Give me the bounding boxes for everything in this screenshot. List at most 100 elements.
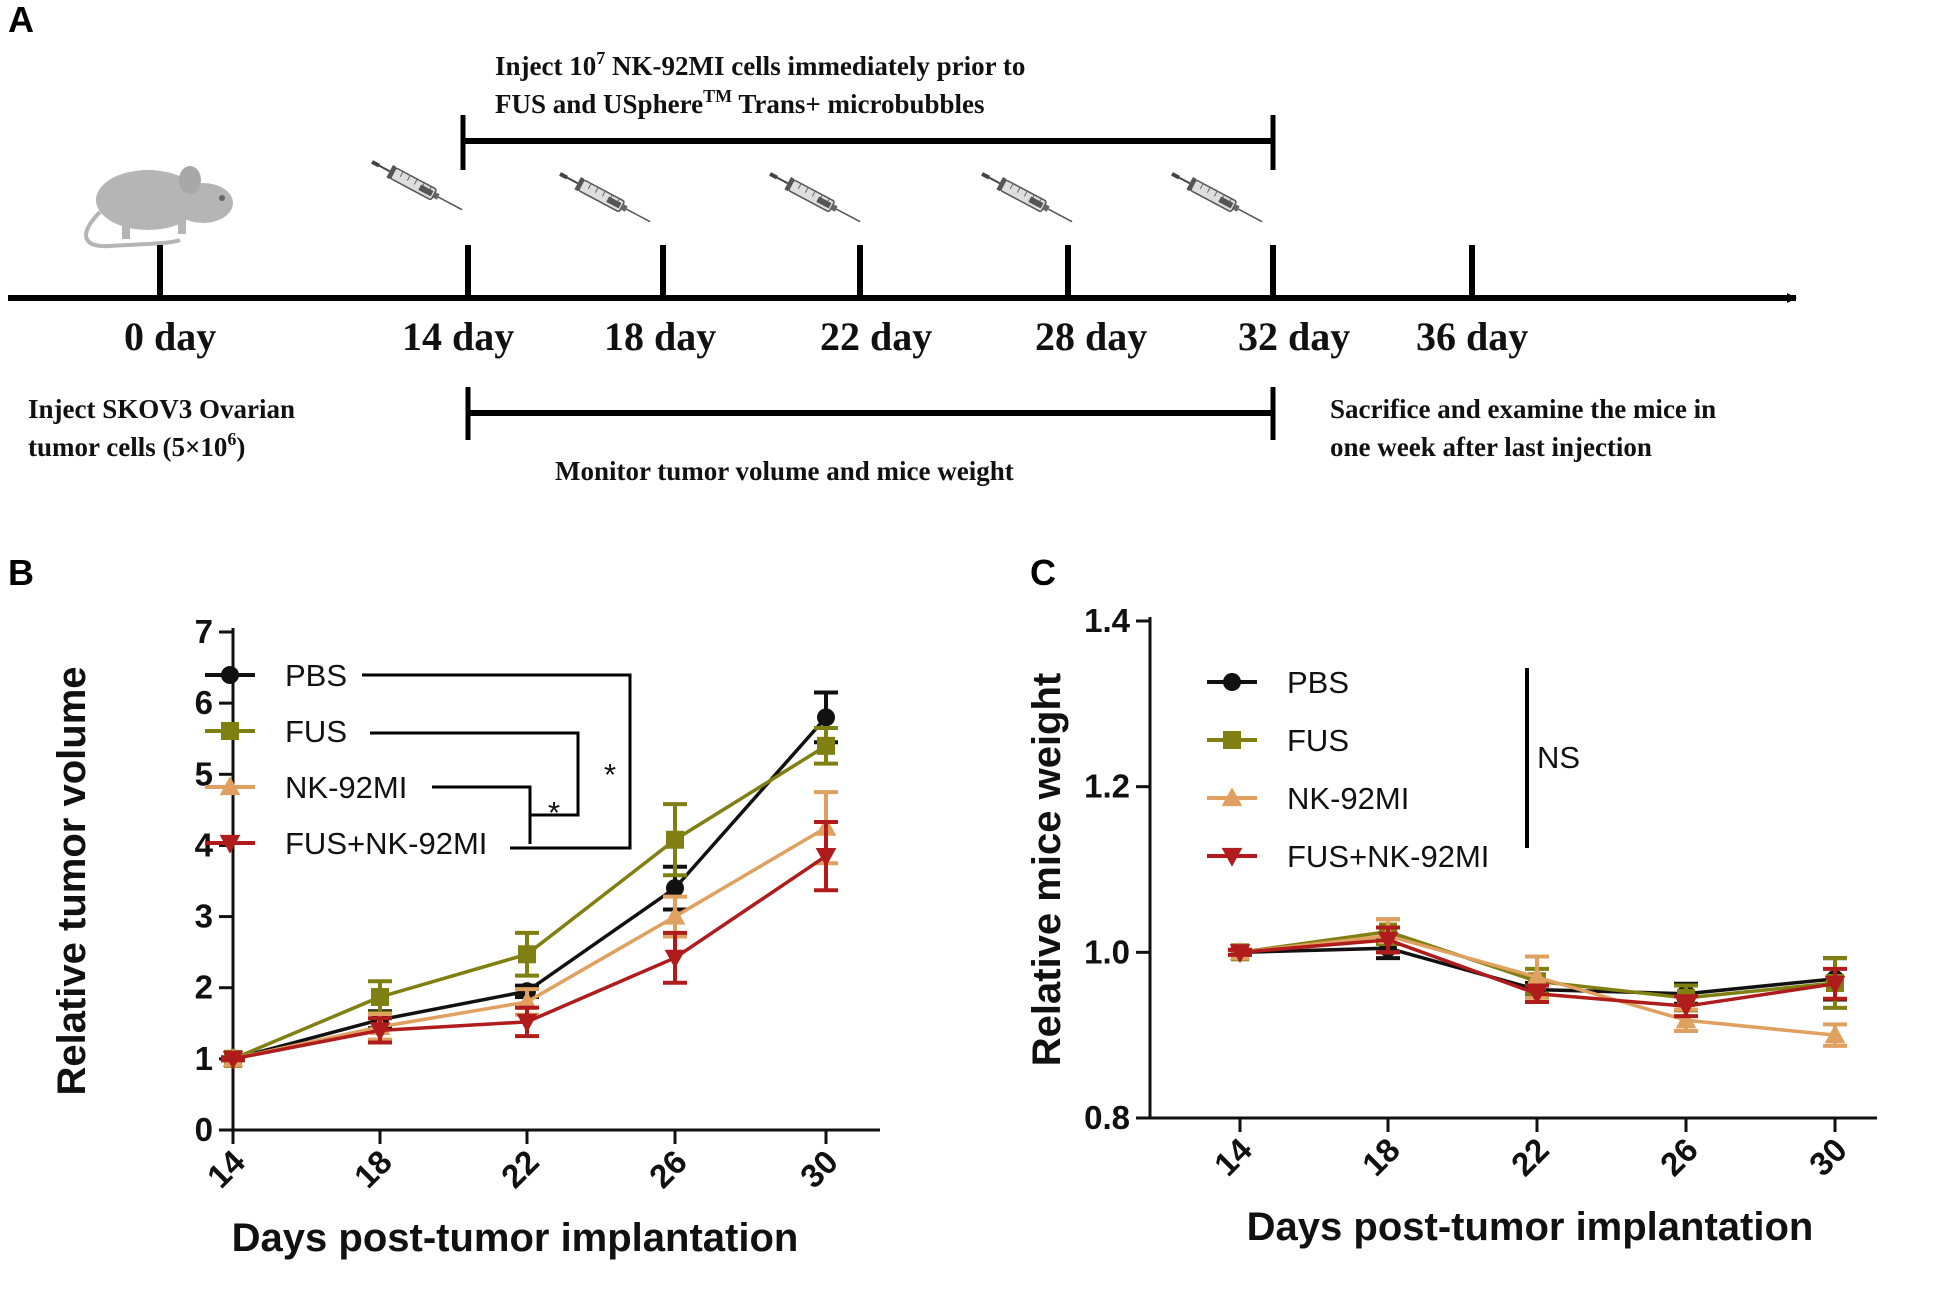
marker-triangle-up (516, 991, 538, 1011)
day-label: 36 day (1416, 314, 1528, 359)
legend-label: NK-92MI (285, 770, 407, 805)
legend-label: FUS (1287, 723, 1349, 758)
marker-triangle-down (1377, 931, 1399, 951)
bracket-nk (432, 785, 532, 844)
series-fus-nk-92mi (1228, 925, 1847, 1019)
marker-triangle-up (1824, 1024, 1846, 1044)
marker-triangle-down (516, 1013, 538, 1033)
marker-triangle-up (1675, 1009, 1697, 1029)
legend-label: FUS+NK-92MI (1287, 839, 1489, 874)
panel-label-a: A (8, 0, 34, 40)
x-tick-label: 18 (1355, 1131, 1407, 1183)
top-note-line1: Inject 107 NK-92MI cells immediately pri… (495, 48, 1025, 81)
y-tick-label: 4 (195, 826, 214, 863)
y-axis-title: Relative mice weight (1025, 673, 1069, 1066)
timeline-day-labels: 0 day 14 day 18 day 22 day 28 day 32 day… (124, 314, 1528, 359)
legend-label: PBS (285, 658, 347, 693)
mouse-icon (84, 166, 233, 249)
marker-square (518, 945, 536, 964)
x-tick-label: 14 (1207, 1130, 1260, 1183)
day-label: 32 day (1238, 314, 1350, 359)
day-label: 18 day (604, 314, 716, 359)
panel-label-b: B (8, 552, 34, 593)
bottom-bracket (465, 387, 1276, 440)
x-tick-label: 30 (1802, 1131, 1854, 1183)
y-tick-label: 0 (195, 1111, 213, 1148)
syringe-icon (367, 154, 467, 217)
series-nk-92mi (1228, 917, 1847, 1048)
y-tick-label: 3 (195, 898, 213, 935)
x-tick-label: 30 (793, 1143, 845, 1195)
day-label: 0 day (124, 314, 216, 359)
x-tick-label: 18 (347, 1143, 399, 1195)
bracket-pbs (362, 673, 632, 850)
y-tick-label: 1.2 (1084, 768, 1130, 805)
chart-tumor-volume: 0 1 2 3 4 5 6 7 14 18 22 26 30 Relative tumor volume D… (50, 613, 880, 1260)
marker-triangle-up (219, 776, 241, 796)
marker-triangle-down (1824, 975, 1846, 995)
x-tick-label: 26 (1653, 1131, 1705, 1183)
marker-triangle-down (664, 949, 686, 969)
y-tick-label: 5 (195, 755, 213, 792)
marker-triangle-down (369, 1022, 391, 1042)
x-tick-label: 22 (494, 1143, 546, 1195)
marker-triangle-down (219, 834, 241, 854)
right-note-line2: one week after last injection (1330, 432, 1652, 462)
marker-triangle-down (815, 848, 837, 867)
legend-label: NK-92MI (1287, 781, 1409, 816)
marker-circle (1223, 673, 1241, 691)
syringe-icon (977, 166, 1077, 229)
x-tick-label: 14 (200, 1142, 253, 1195)
legend-label: FUS+NK-92MI (285, 826, 487, 861)
significance-star: * (548, 795, 560, 830)
y-tick-label: 1 (195, 1040, 213, 1077)
top-note-line2: FUS and USphereTM Trans+ microbubbles (495, 86, 985, 119)
y-tick-label: 6 (195, 684, 213, 721)
marker-triangle-down (1526, 985, 1548, 1005)
day-label: 14 day (402, 314, 514, 359)
timeline-ticks (157, 245, 1475, 298)
marker-circle (817, 708, 835, 727)
marker-square (817, 736, 835, 755)
x-axis-title: Days post-tumor implantation (232, 1216, 799, 1260)
right-note-line1: Sacrifice and examine the mice in (1330, 394, 1716, 424)
significance-star: * (604, 757, 616, 792)
marker-triangle-down (1675, 998, 1697, 1017)
marker-square (1223, 731, 1241, 749)
middle-note: Monitor tumor volume and mice weight (555, 456, 1014, 486)
syringe-icon (765, 166, 865, 229)
x-tick-label: 22 (1504, 1131, 1556, 1183)
marker-square (221, 722, 239, 740)
left-note-line1: Inject SKOV3 Ovarian (28, 394, 295, 424)
marker-triangle-down (222, 1050, 244, 1070)
y-tick-label: 2 (195, 969, 213, 1006)
marker-triangle-down (1221, 847, 1243, 867)
marker-circle (666, 879, 684, 898)
ns-label: NS (1537, 740, 1580, 775)
y-tick-label: 0.8 (1084, 1099, 1130, 1136)
top-bracket (460, 115, 1276, 170)
x-tick-label: 26 (642, 1143, 694, 1195)
y-tick-label: 7 (195, 613, 213, 650)
significance-brackets (362, 673, 632, 850)
day-label: 28 day (1035, 314, 1147, 359)
y-axis-title: Relative tumor volume (50, 666, 94, 1095)
marker-triangle-down (1229, 944, 1251, 964)
marker-triangle-up (1526, 966, 1548, 986)
panel-label-c: C (1030, 552, 1056, 593)
series-fus-nk-92mi (221, 819, 838, 1070)
y-tick-label: 1.4 (1084, 602, 1131, 639)
day-label: 22 day (820, 314, 932, 359)
marker-circle (221, 666, 239, 684)
left-note-line2: tumor cells (5×106) (28, 429, 245, 462)
x-axis-title: Days post-tumor implantation (1247, 1205, 1814, 1249)
marker-triangle-up (1221, 787, 1243, 807)
marker-triangle-up (664, 905, 686, 925)
syringe-icon (555, 166, 655, 229)
legend-label: PBS (1287, 665, 1349, 700)
y-tick-label: 1.0 (1084, 933, 1130, 970)
legend-label: FUS (285, 714, 347, 749)
syringe-icon (1167, 166, 1267, 229)
bracket-fus (370, 731, 580, 817)
